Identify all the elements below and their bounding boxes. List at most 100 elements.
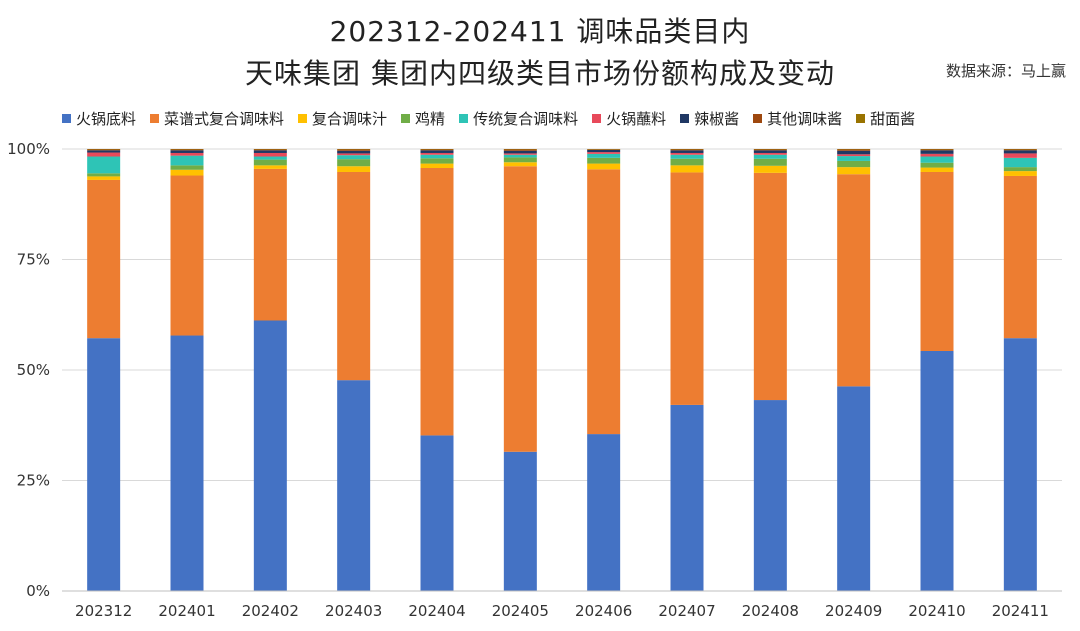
bar-segment (503, 149, 537, 151)
x-tick-label: 202406 (575, 602, 632, 620)
bar-segment (337, 171, 371, 381)
y-tick-label: 75% (17, 251, 50, 269)
legend-swatch (459, 114, 469, 123)
x-tick-label: 202409 (825, 602, 882, 620)
bar-segment (87, 338, 121, 591)
bar-segment (420, 152, 454, 155)
bar-segment (1003, 338, 1037, 591)
legend-item: 菜谱式复合调味料 (150, 108, 284, 129)
legend-swatch (62, 114, 71, 123)
bar-segment (420, 154, 454, 159)
bar-segment (253, 159, 287, 166)
bar-segment (920, 167, 954, 172)
bar-segment (753, 150, 787, 153)
legend-label: 辣椒酱 (694, 110, 740, 128)
bar-segment (420, 149, 454, 151)
bar-segment (753, 154, 787, 159)
x-tick-label: 202404 (408, 602, 465, 620)
bar-segment (837, 174, 871, 387)
bar-segment (503, 157, 537, 163)
legend-label: 其他调味酱 (767, 110, 843, 128)
legend-label: 甜面酱 (870, 110, 916, 128)
legend-item: 辣椒酱 (680, 108, 739, 129)
bar-segment (170, 165, 204, 170)
bar-segment (337, 155, 371, 160)
bar-segment (920, 153, 954, 157)
legend-label: 复合调味汁 (312, 110, 388, 128)
x-tick-label: 202402 (242, 602, 299, 620)
legend-label: 鸡精 (415, 110, 446, 128)
bar-segment (1003, 150, 1037, 154)
bar-segment (837, 167, 871, 175)
bar-segment (87, 149, 121, 151)
bar-segment (753, 400, 787, 591)
legend-swatch (680, 114, 690, 123)
bar-segment (587, 149, 621, 153)
bar-segment (837, 149, 871, 151)
bar-segment (170, 335, 204, 591)
legend-item: 火锅蘸料 (592, 108, 666, 129)
bar-segment (587, 152, 621, 154)
bar-segment (670, 158, 704, 166)
bar-segment (503, 166, 537, 452)
legend-item: 甜面酱 (856, 108, 915, 129)
legend-swatch (401, 114, 411, 123)
legend-swatch (298, 114, 308, 123)
bar-segment (420, 435, 454, 591)
bar-segment (1003, 153, 1037, 158)
legend-swatch (856, 114, 866, 123)
bar-segment (753, 172, 787, 401)
bar-segment (920, 350, 954, 591)
x-tick-label: 202408 (742, 602, 799, 620)
bar-segment (1003, 175, 1037, 339)
bar-segment (253, 165, 287, 169)
chart-title-line2: 天味集团 集团内四级类目市场份额构成及变动 (245, 57, 835, 90)
bar-segment (87, 150, 121, 153)
bar-segment (420, 168, 454, 436)
x-tick-label: 202403 (325, 602, 382, 620)
bar-segment (587, 163, 621, 170)
bar-segment (1003, 149, 1037, 151)
bar-segment (503, 451, 537, 591)
bar-segment (170, 149, 204, 151)
bar-segment (670, 165, 704, 173)
bar-segment (337, 380, 371, 591)
bar-segment (503, 162, 537, 167)
y-tick-label: 50% (17, 361, 50, 379)
y-tick-label: 0% (26, 582, 50, 600)
bar-segment (337, 149, 371, 151)
bar-segment (670, 172, 704, 405)
legend-label: 火锅底料 (76, 110, 137, 128)
bar-segment (1003, 171, 1037, 176)
bar-segment (587, 157, 621, 164)
bar-segment (670, 152, 704, 155)
legend-label: 菜谱式复合调味料 (164, 110, 285, 128)
bar-segment (87, 176, 121, 180)
bar-segment (87, 173, 121, 177)
legend-item: 传统复合调味料 (459, 108, 578, 129)
bar-segment (253, 150, 287, 153)
chart-legend: 火锅底料 菜谱式复合调味料 复合调味汁 鸡精 传统复合调味料 火锅蘸料 辣椒酱 其他调味酱 甜面… (62, 108, 915, 129)
x-tick-label: 202312 (75, 602, 132, 620)
data-source-note: 数据来源：马上赢 (945, 62, 1066, 80)
legend-swatch (753, 114, 763, 123)
bar-segment (753, 165, 787, 173)
bar-segment (670, 154, 704, 159)
bar-segment (503, 153, 537, 155)
bar-segment (670, 404, 704, 591)
x-tick-label: 202411 (992, 602, 1049, 620)
bar-segment (837, 160, 871, 168)
bar-segment (170, 169, 204, 176)
bar-segment (920, 150, 954, 154)
legend-swatch (150, 114, 160, 123)
bar-segment (670, 149, 704, 151)
bar-segment (170, 152, 204, 156)
bar-segment (587, 153, 621, 158)
bar-segment (170, 150, 204, 153)
x-tick-label: 202401 (158, 602, 215, 620)
bar-segment (753, 152, 787, 155)
bar-segment (920, 162, 954, 168)
legend-item: 其他调味酱 (753, 108, 842, 129)
x-tick-label: 202405 (492, 602, 549, 620)
